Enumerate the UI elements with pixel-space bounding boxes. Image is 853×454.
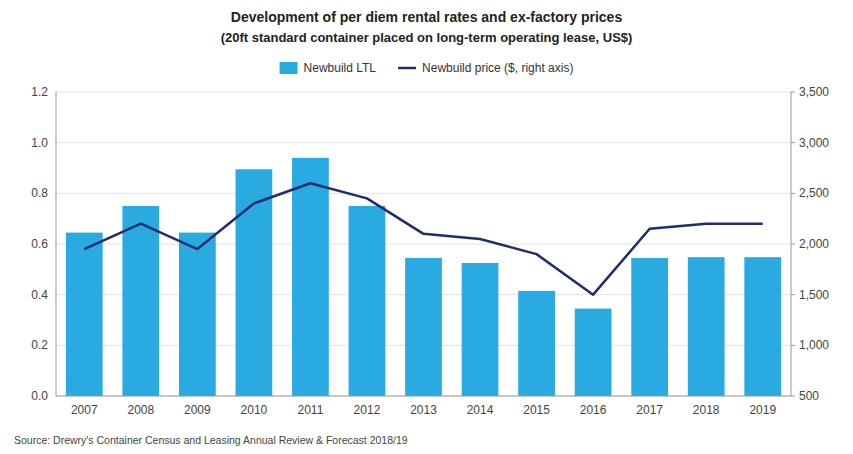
y2-tick-label: 1,500: [799, 288, 829, 302]
background: [0, 0, 853, 454]
legend-item: Newbuild LTL: [280, 61, 377, 75]
y-tick-label: 0.2: [31, 338, 48, 352]
y2-tick: [791, 92, 795, 93]
annotation: Source: Drewry's Container Census and Le…: [14, 434, 408, 446]
chart-svg: Development of per diem rental rates and…: [0, 0, 853, 454]
bar: [462, 263, 499, 396]
y2-tick: [791, 142, 795, 143]
y2-axis-line: [791, 92, 792, 396]
y2-tick-label: 3,000: [799, 136, 829, 150]
grid-line: [56, 396, 791, 397]
y2-tick: [791, 244, 795, 245]
legend-swatch: [398, 67, 416, 70]
y2-tick: [791, 345, 795, 346]
legend-label: Newbuild price ($, right axis): [422, 61, 573, 75]
plot-data: [66, 158, 781, 396]
x-tick-label: 2009: [184, 403, 211, 417]
x-tick-label: 2016: [580, 403, 607, 417]
bar: [122, 206, 159, 396]
subtitle: (20ft standard container placed on long-…: [221, 30, 633, 45]
grid-line: [56, 142, 791, 143]
y-axis-line: [56, 92, 57, 396]
y2-tick-label: 3,500: [799, 85, 829, 99]
y2-tick-label: 1,000: [799, 338, 829, 352]
x-tick-label: 2019: [749, 403, 776, 417]
grid-line: [56, 193, 791, 194]
x-tick-label: 2011: [298, 403, 324, 417]
legend-label: Newbuild LTL: [304, 61, 377, 75]
y2-tick: [791, 193, 795, 194]
bar: [631, 258, 668, 396]
y2-tick: [791, 294, 795, 295]
x-tick-label: 2018: [693, 403, 720, 417]
bar: [518, 291, 555, 396]
grid: [56, 92, 791, 396]
line: [84, 183, 762, 294]
x-tick-label: 2010: [241, 403, 268, 417]
bar: [349, 206, 386, 396]
y-tick-label: 1.0: [31, 136, 48, 150]
grid-line: [56, 244, 791, 245]
legend-swatch: [280, 62, 298, 74]
y2-tick-label: 2,500: [799, 186, 829, 200]
bar: [744, 257, 781, 396]
legend: Newbuild LTL Newbuild price ($, right axi…: [280, 61, 574, 75]
x-axis-line: [56, 396, 791, 397]
y-tick-label: 1.2: [31, 85, 48, 99]
title: Development of per diem rental rates and…: [231, 9, 623, 25]
y-tick-label: 0.8: [31, 186, 48, 200]
y-tick-label: 0.4: [31, 288, 48, 302]
x-tick-label: 2013: [410, 403, 437, 417]
x-tick-label: 2014: [467, 403, 494, 417]
y-tick-label: 0.0: [31, 389, 48, 403]
y2-tick: [791, 396, 795, 397]
bar: [66, 233, 103, 396]
bar: [292, 158, 329, 396]
bar: [405, 258, 442, 396]
legend-item: Newbuild price ($, right axis): [398, 61, 573, 75]
chart-container: Development of per diem rental rates and…: [0, 0, 853, 454]
y-tick-label: 0.6: [31, 237, 48, 251]
y2-tick-label: 500: [799, 389, 819, 403]
y2-tick-label: 2,000: [799, 237, 829, 251]
x-tick-label: 2015: [523, 403, 550, 417]
x-tick-label: 2007: [71, 403, 98, 417]
x-tick-label: 2008: [127, 403, 154, 417]
bar: [688, 257, 725, 396]
x-tick-label: 2017: [636, 403, 663, 417]
bar: [575, 309, 612, 396]
grid-line: [56, 92, 791, 93]
bar: [179, 233, 216, 396]
x-tick-label: 2012: [354, 403, 381, 417]
